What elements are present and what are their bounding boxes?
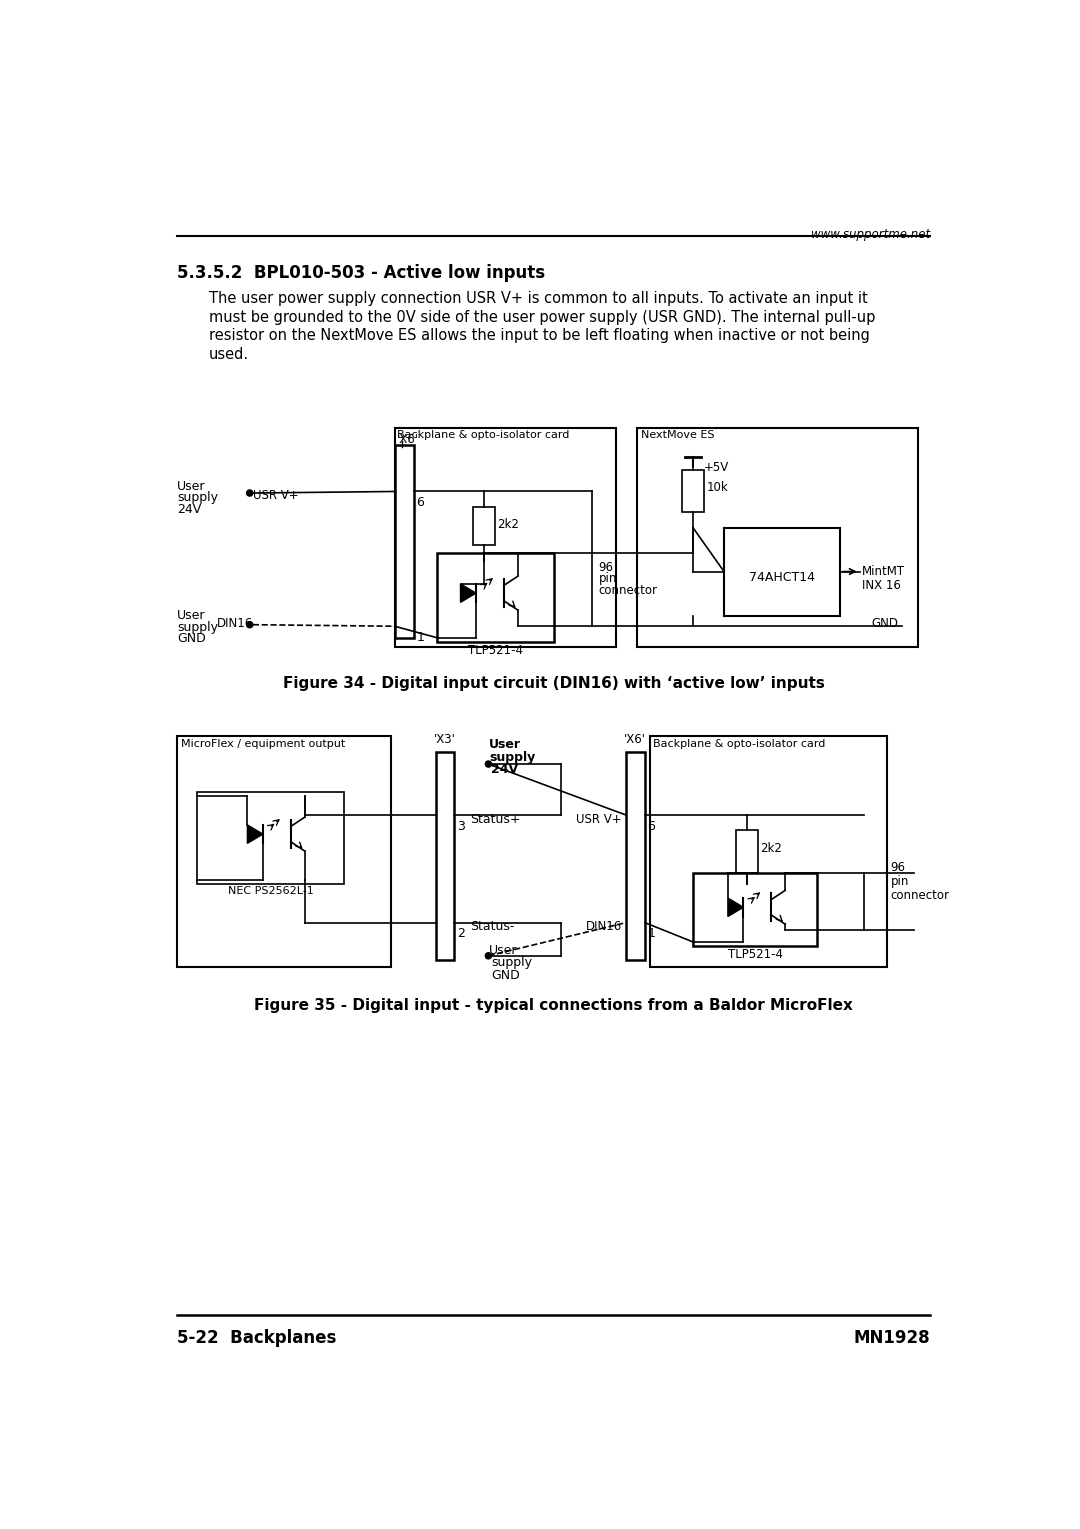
Text: MintMT: MintMT xyxy=(862,566,905,578)
Text: INX 16: INX 16 xyxy=(862,579,901,592)
Text: 2k2: 2k2 xyxy=(760,842,782,855)
Circle shape xyxy=(485,761,491,768)
Text: Status-: Status- xyxy=(470,920,514,933)
Text: 'X3': 'X3' xyxy=(434,732,456,746)
Text: 10k: 10k xyxy=(706,482,728,494)
Text: GND: GND xyxy=(491,969,521,982)
Text: USR V+: USR V+ xyxy=(253,489,298,502)
Bar xyxy=(693,873,816,946)
Text: MicroFlex / equipment output: MicroFlex / equipment output xyxy=(180,739,345,749)
Text: DIN16: DIN16 xyxy=(217,618,253,630)
Text: used.: used. xyxy=(208,347,248,362)
Text: 24V: 24V xyxy=(491,763,518,775)
Text: The user power supply connection USR V+ is common to all inputs. To activate an : The user power supply connection USR V+ … xyxy=(208,292,867,306)
Text: 5.3.5.2  BPL010-503 - Active low inputs: 5.3.5.2 BPL010-503 - Active low inputs xyxy=(177,265,545,283)
Text: 1: 1 xyxy=(416,631,424,644)
Text: NextMove ES: NextMove ES xyxy=(642,430,715,440)
Text: connector: connector xyxy=(598,584,658,596)
Text: 24V: 24V xyxy=(177,503,201,515)
Text: Figure 34 - Digital input circuit (DIN16) with ‘active low’ inputs: Figure 34 - Digital input circuit (DIN16… xyxy=(283,676,824,691)
Text: USR V+: USR V+ xyxy=(576,812,622,826)
Text: 6: 6 xyxy=(416,495,424,509)
Text: supply: supply xyxy=(491,956,532,969)
Text: supply: supply xyxy=(177,491,218,505)
Text: 2: 2 xyxy=(457,927,464,940)
Bar xyxy=(473,508,495,546)
Polygon shape xyxy=(460,584,476,602)
Text: pin: pin xyxy=(598,572,617,586)
Text: 2k2: 2k2 xyxy=(497,518,518,532)
Text: TLP521-4: TLP521-4 xyxy=(728,948,783,962)
Bar xyxy=(724,528,840,616)
Bar xyxy=(650,737,887,968)
Text: Backplane & opto-isolator card: Backplane & opto-isolator card xyxy=(652,739,825,749)
Text: 3: 3 xyxy=(457,820,464,832)
Text: +5V: +5V xyxy=(704,460,729,474)
Text: supply: supply xyxy=(489,751,536,764)
Polygon shape xyxy=(247,824,262,844)
Bar xyxy=(435,752,455,960)
Text: 96: 96 xyxy=(891,861,906,875)
Text: User: User xyxy=(489,945,517,957)
Text: Status+: Status+ xyxy=(470,812,521,826)
Text: 'X6': 'X6' xyxy=(624,732,646,746)
Bar xyxy=(625,752,645,960)
Bar xyxy=(197,792,345,884)
Bar xyxy=(394,428,616,647)
Bar xyxy=(437,553,554,642)
Text: connector: connector xyxy=(891,888,949,902)
Bar xyxy=(737,830,758,873)
Text: GND: GND xyxy=(177,633,205,645)
Bar xyxy=(683,469,704,512)
Text: 'X6': 'X6' xyxy=(397,433,419,446)
Text: DIN16: DIN16 xyxy=(585,920,622,933)
Bar xyxy=(637,428,918,647)
Text: must be grounded to the 0V side of the user power supply (USR GND). The internal: must be grounded to the 0V side of the u… xyxy=(208,310,875,324)
Text: Figure 35 - Digital input - typical connections from a Baldor MicroFlex: Figure 35 - Digital input - typical conn… xyxy=(254,998,853,1014)
Bar xyxy=(177,737,391,968)
Circle shape xyxy=(246,489,253,495)
Text: 5-22  Backplanes: 5-22 Backplanes xyxy=(177,1329,336,1347)
Text: MN1928: MN1928 xyxy=(853,1329,930,1347)
Circle shape xyxy=(246,622,253,628)
Text: GND: GND xyxy=(872,618,899,630)
Text: 1: 1 xyxy=(647,927,656,940)
Text: www.supportme.net: www.supportme.net xyxy=(811,228,930,242)
Text: pin: pin xyxy=(891,875,909,888)
Text: TLP521-4: TLP521-4 xyxy=(468,644,523,657)
Polygon shape xyxy=(728,898,743,916)
Text: 96: 96 xyxy=(598,561,613,573)
Circle shape xyxy=(485,953,491,959)
Text: User: User xyxy=(177,609,205,622)
Text: User: User xyxy=(177,480,205,492)
Bar xyxy=(394,445,414,638)
Text: resistor on the NextMove ES allows the input to be left floating when inactive o: resistor on the NextMove ES allows the i… xyxy=(208,329,869,342)
Text: 74AHCT14: 74AHCT14 xyxy=(750,572,815,584)
Text: 6: 6 xyxy=(647,820,656,832)
Text: supply: supply xyxy=(177,621,218,635)
Text: Backplane & opto-isolator card: Backplane & opto-isolator card xyxy=(397,430,569,440)
Text: User: User xyxy=(489,739,522,751)
Text: NEC PS2562L-1: NEC PS2562L-1 xyxy=(228,887,313,896)
